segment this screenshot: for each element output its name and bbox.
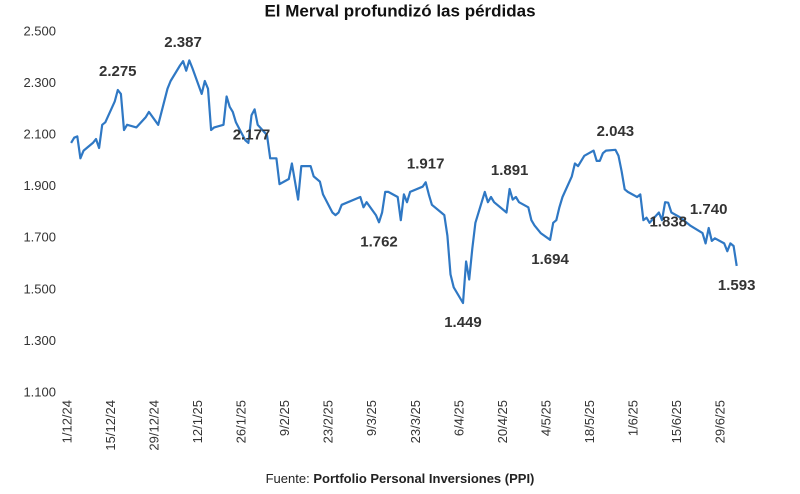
- x-tick-label: 29/6/25: [713, 400, 728, 443]
- x-tick-label: 29/12/24: [147, 400, 162, 451]
- y-tick-label: 2.300: [23, 75, 56, 90]
- x-tick-label: 6/4/25: [451, 400, 466, 436]
- annotation: 1.891: [491, 162, 529, 179]
- x-tick-label: 15/12/24: [103, 400, 118, 451]
- annotation: 1.740: [690, 201, 728, 218]
- x-tick-label: 20/4/25: [495, 400, 510, 443]
- x-tick-label: 4/5/25: [538, 400, 553, 436]
- line: [70, 59, 738, 305]
- source-name: Portfolio Personal Inversiones (PPI): [313, 471, 534, 486]
- annotation: 1.917: [407, 155, 445, 172]
- annotation: 1.593: [718, 277, 756, 294]
- y-tick-label: 1.900: [23, 178, 56, 193]
- y-tick-label: 1.500: [23, 281, 56, 296]
- chart-title: El Merval profundizó las pérdidas: [264, 1, 535, 20]
- y-tick-label: 1.300: [23, 333, 56, 348]
- x-tick-label: 23/2/25: [321, 400, 336, 443]
- annotation: 1.838: [649, 214, 687, 231]
- x-tick-label: 23/3/25: [408, 400, 423, 443]
- y-tick-label: 2.100: [23, 127, 56, 142]
- annotation: 1.694: [531, 251, 569, 268]
- x-tick-label: 12/1/25: [190, 400, 205, 443]
- annotation: 2.387: [164, 34, 202, 51]
- x-tick-label: 9/3/25: [364, 400, 379, 436]
- source-label: Fuente:: [266, 471, 310, 486]
- annotation: 2.177: [233, 126, 271, 143]
- annotation: 2.275: [99, 63, 137, 80]
- x-tick-label: 26/1/25: [234, 400, 249, 443]
- source: Fuente: Portfolio Personal Inversiones (…: [266, 471, 535, 486]
- x-tick-label: 15/6/25: [669, 400, 684, 443]
- x-tick-label: 18/5/25: [582, 400, 597, 443]
- annotation: 1.762: [360, 233, 398, 250]
- x-tick-label: 9/2/25: [277, 400, 292, 436]
- annotation: 1.449: [444, 314, 482, 331]
- y-tick-label: 2.500: [23, 23, 56, 38]
- annotation: 2.043: [597, 123, 635, 140]
- x-tick-label: 1/12/24: [59, 400, 74, 443]
- y-tick-label: 1.100: [23, 384, 56, 399]
- x-tick-label: 1/6/25: [625, 400, 640, 436]
- y-tick-label: 1.700: [23, 230, 56, 245]
